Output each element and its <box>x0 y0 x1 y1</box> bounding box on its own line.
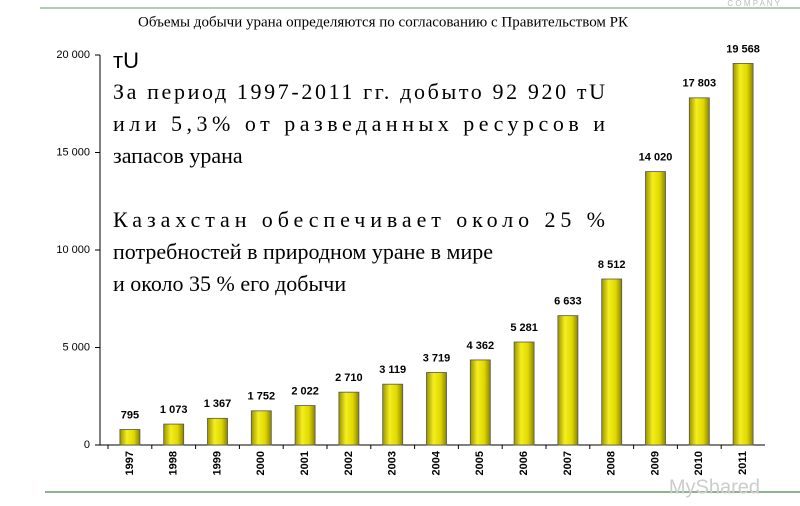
value-label: 14 020 <box>639 152 673 164</box>
annotation-line: запасов урана <box>113 143 243 168</box>
value-label: 19 568 <box>726 43 760 55</box>
bar <box>688 97 710 446</box>
x-tick-label: 2002 <box>343 451 355 475</box>
x-tick-label: 1999 <box>211 451 223 475</box>
bar <box>557 315 579 446</box>
value-label: 795 <box>121 409 139 421</box>
annotation-line: или 5,3% от разведанных ресурсов и <box>113 111 605 136</box>
annotation-line: потребностей в природном уране в мире <box>113 239 493 264</box>
value-label: 4 362 <box>467 340 495 352</box>
value-label: 1 752 <box>248 391 276 403</box>
x-tick-label: 2006 <box>518 451 530 475</box>
y-tick-label: 5 000 <box>62 341 90 353</box>
y-tick-label: 20 000 <box>56 49 90 61</box>
value-label: 5 281 <box>510 322 538 334</box>
annotation-line: За период 1997-2011 гг. добыто 92 920 тU <box>113 79 605 104</box>
x-tick-label: 2008 <box>606 451 618 475</box>
y-tick-label: 15 000 <box>56 146 90 158</box>
x-tick-label: 1998 <box>168 451 180 475</box>
bar <box>382 383 404 446</box>
value-label: 1 073 <box>160 404 188 416</box>
x-tick-label: 2011 <box>737 451 749 475</box>
x-tick-label: 2003 <box>387 451 399 475</box>
y-tick-label: 0 <box>84 439 90 451</box>
bar <box>119 429 141 446</box>
brand: C O M P A N Y <box>727 0 780 8</box>
value-label: 8 512 <box>598 259 626 271</box>
bar <box>601 278 623 446</box>
y-tick-label: 10 000 <box>56 244 90 256</box>
annotation-line: Казахстан обеспечивает около 25 % <box>113 207 605 232</box>
x-tick-label: 2007 <box>562 451 574 475</box>
value-label: 6 633 <box>554 296 582 308</box>
bar <box>294 405 316 446</box>
value-label: 1 367 <box>204 398 232 410</box>
x-tick-label: 2009 <box>649 451 661 475</box>
value-label: 3 719 <box>423 352 451 364</box>
bar <box>250 410 272 446</box>
x-tick-label: 2001 <box>299 451 311 475</box>
value-label: 17 803 <box>682 78 716 90</box>
bar <box>513 341 535 446</box>
bar <box>163 423 185 446</box>
annotation-line: и около 35 % его добычи <box>113 271 346 296</box>
x-tick-label: 1997 <box>124 451 136 475</box>
x-tick-label: 2004 <box>430 450 442 475</box>
value-label: 3 119 <box>379 364 406 376</box>
x-tick-label: 2000 <box>255 451 267 475</box>
value-label: 2 022 <box>291 385 319 397</box>
x-tick-label: 2010 <box>693 451 705 475</box>
value-label: 2 710 <box>335 372 363 384</box>
bar <box>338 391 360 446</box>
x-tick-label: 2005 <box>474 451 486 475</box>
unit-label: тU <box>113 48 139 73</box>
bar <box>645 171 666 446</box>
bar <box>732 63 754 446</box>
bar <box>207 417 228 446</box>
bar <box>426 372 447 446</box>
bar <box>469 359 491 446</box>
chart-title: Объемы добычи урана определяются по согл… <box>138 14 629 30</box>
watermark: MyShared <box>669 476 760 498</box>
